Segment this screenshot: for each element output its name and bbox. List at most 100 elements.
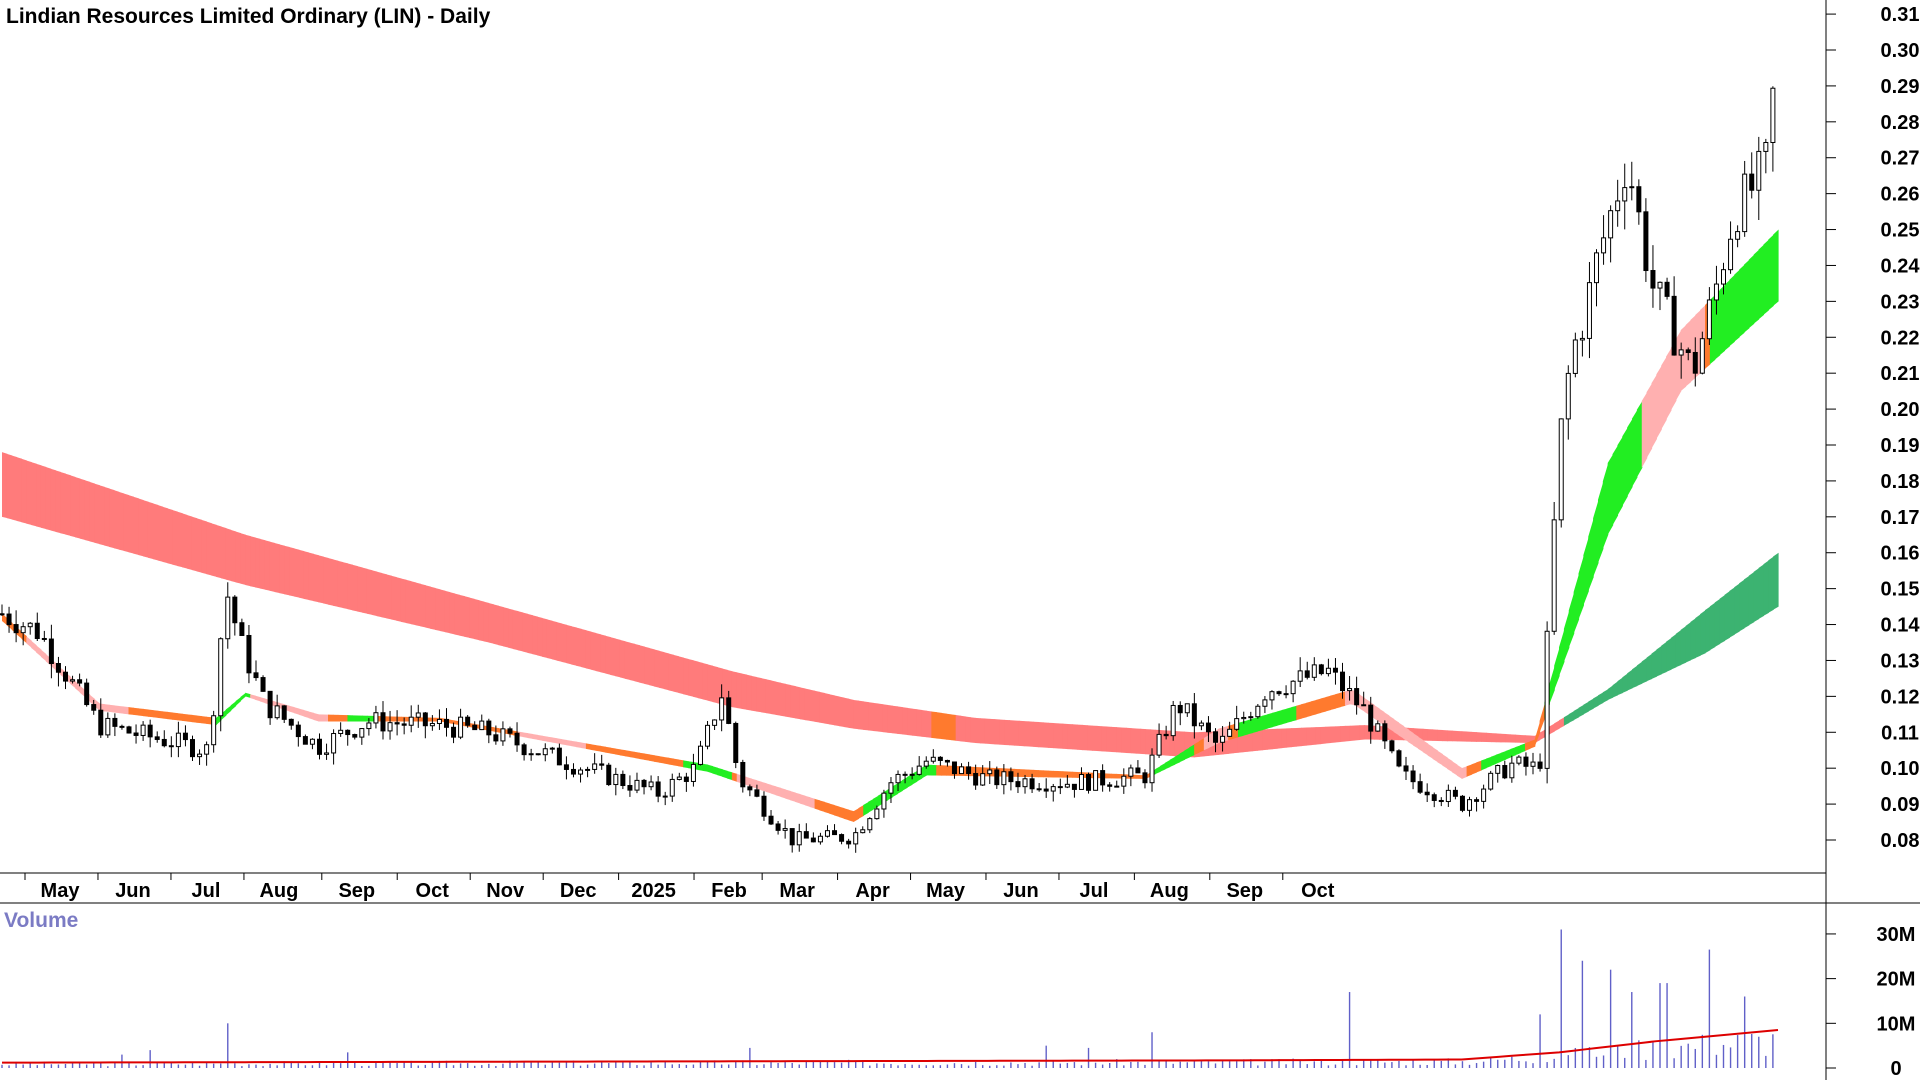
candle-body xyxy=(1311,664,1317,678)
long-ma-segment xyxy=(1748,571,1755,626)
short-ma-segment xyxy=(644,753,650,761)
long-ma-segment xyxy=(444,590,451,634)
short-ma-segment xyxy=(1495,752,1502,764)
candle-body xyxy=(105,717,111,736)
candle-body xyxy=(1340,671,1346,692)
long-ma-segment xyxy=(1729,587,1735,638)
long-ma-segment xyxy=(1310,727,1317,746)
y-tick-label: 0.12 xyxy=(1881,686,1920,708)
candle-body xyxy=(712,719,718,726)
short-ma-segment xyxy=(1237,721,1244,738)
candle-body xyxy=(1509,762,1515,779)
long-ma-segment xyxy=(1252,729,1258,752)
candle-body xyxy=(1093,770,1099,791)
long-ma-segment xyxy=(21,458,27,524)
candle-body xyxy=(1368,704,1374,732)
long-ma-segment xyxy=(1340,725,1346,743)
candle-body xyxy=(705,724,711,747)
long-ma-segment xyxy=(1695,614,1701,658)
long-ma-segment xyxy=(123,493,130,553)
short-ma-segment xyxy=(1393,719,1400,736)
candle-body xyxy=(366,722,372,730)
candle-body xyxy=(168,745,174,748)
short-ma-segment xyxy=(1033,769,1040,778)
candle-body xyxy=(535,753,541,756)
short-ma-segment xyxy=(1208,731,1215,748)
short-ma-segment xyxy=(1675,330,1682,401)
long-ma-segment xyxy=(1033,721,1040,748)
short-ma-segment xyxy=(1539,702,1546,733)
candle-body xyxy=(1050,786,1056,792)
short-ma-segment xyxy=(167,711,173,720)
short-ma-segment xyxy=(1563,610,1570,662)
short-ma-segment xyxy=(892,783,898,798)
long-ma-segment xyxy=(99,485,105,546)
short-ma-segment xyxy=(109,704,115,713)
long-ma-segment xyxy=(1636,661,1643,686)
long-ma-segment xyxy=(931,711,937,739)
long-ma-segment xyxy=(1719,594,1726,644)
candle-body xyxy=(246,634,252,674)
candle-body xyxy=(302,736,308,745)
candle-body xyxy=(34,622,40,639)
candle-body xyxy=(1742,173,1748,233)
candle-body xyxy=(634,779,640,791)
long-ma-segment xyxy=(1734,583,1740,635)
candle-body xyxy=(1071,783,1077,790)
x-tick-label: Aug xyxy=(259,880,298,902)
short-ma-segment xyxy=(1466,764,1473,777)
short-ma-segment xyxy=(1651,374,1657,449)
short-ma-segment xyxy=(323,714,329,722)
candle-body xyxy=(1389,740,1395,752)
short-ma-segment xyxy=(843,808,850,821)
candle-body xyxy=(874,808,880,820)
long-ma-segment xyxy=(508,608,514,649)
y-tick-label: 0.23 xyxy=(1881,291,1920,313)
y-tick-label: 0.27 xyxy=(1881,148,1920,170)
long-ma-segment xyxy=(1763,560,1769,616)
long-ma-segment xyxy=(347,563,353,611)
long-ma-segment xyxy=(396,577,402,622)
candle-body xyxy=(1657,281,1663,289)
long-ma-segment xyxy=(109,488,115,549)
short-ma-segment xyxy=(546,736,553,743)
x-tick-label: Feb xyxy=(711,880,747,902)
long-ma-segment xyxy=(449,592,456,635)
short-ma-segment xyxy=(1481,758,1487,771)
long-ma-segment xyxy=(556,622,563,662)
short-ma-segment xyxy=(206,716,212,725)
candle-body xyxy=(1650,270,1656,289)
candle-body xyxy=(48,638,54,665)
short-ma-segment xyxy=(313,712,319,722)
y-tick-label: 0.10 xyxy=(1881,758,1920,780)
candle-body xyxy=(839,834,845,842)
candle-body xyxy=(1452,789,1458,797)
long-ma-segment xyxy=(1077,724,1083,751)
x-tick-label: Sep xyxy=(1226,880,1263,902)
long-ma-segment xyxy=(430,586,436,630)
candle-body xyxy=(465,716,471,726)
y-tick-label: 0.20 xyxy=(1881,399,1920,421)
candle-body xyxy=(528,753,534,756)
long-ma-segment xyxy=(250,536,256,588)
long-ma-segment xyxy=(70,475,76,538)
long-ma-segment xyxy=(1471,731,1477,742)
y-tick-label: 0.29 xyxy=(1881,76,1920,98)
candle-body xyxy=(1163,733,1169,737)
long-ma-segment xyxy=(751,675,757,712)
long-ma-segment xyxy=(118,491,125,551)
candle-body xyxy=(987,769,993,775)
y-tick-label: 0.08 xyxy=(1881,830,1920,852)
candle-body xyxy=(260,677,266,692)
long-ma-segment xyxy=(673,654,679,693)
short-ma-segment xyxy=(1520,743,1526,754)
candle-body xyxy=(500,728,506,742)
long-ma-segment xyxy=(1739,579,1745,632)
long-ma-segment xyxy=(293,548,300,598)
candle-body xyxy=(683,776,689,782)
long-ma-segment xyxy=(16,457,23,523)
long-ma-segment xyxy=(1150,729,1156,755)
long-ma-segment xyxy=(60,472,66,535)
long-ma-segment xyxy=(1559,717,1565,729)
candle-body xyxy=(182,732,188,741)
